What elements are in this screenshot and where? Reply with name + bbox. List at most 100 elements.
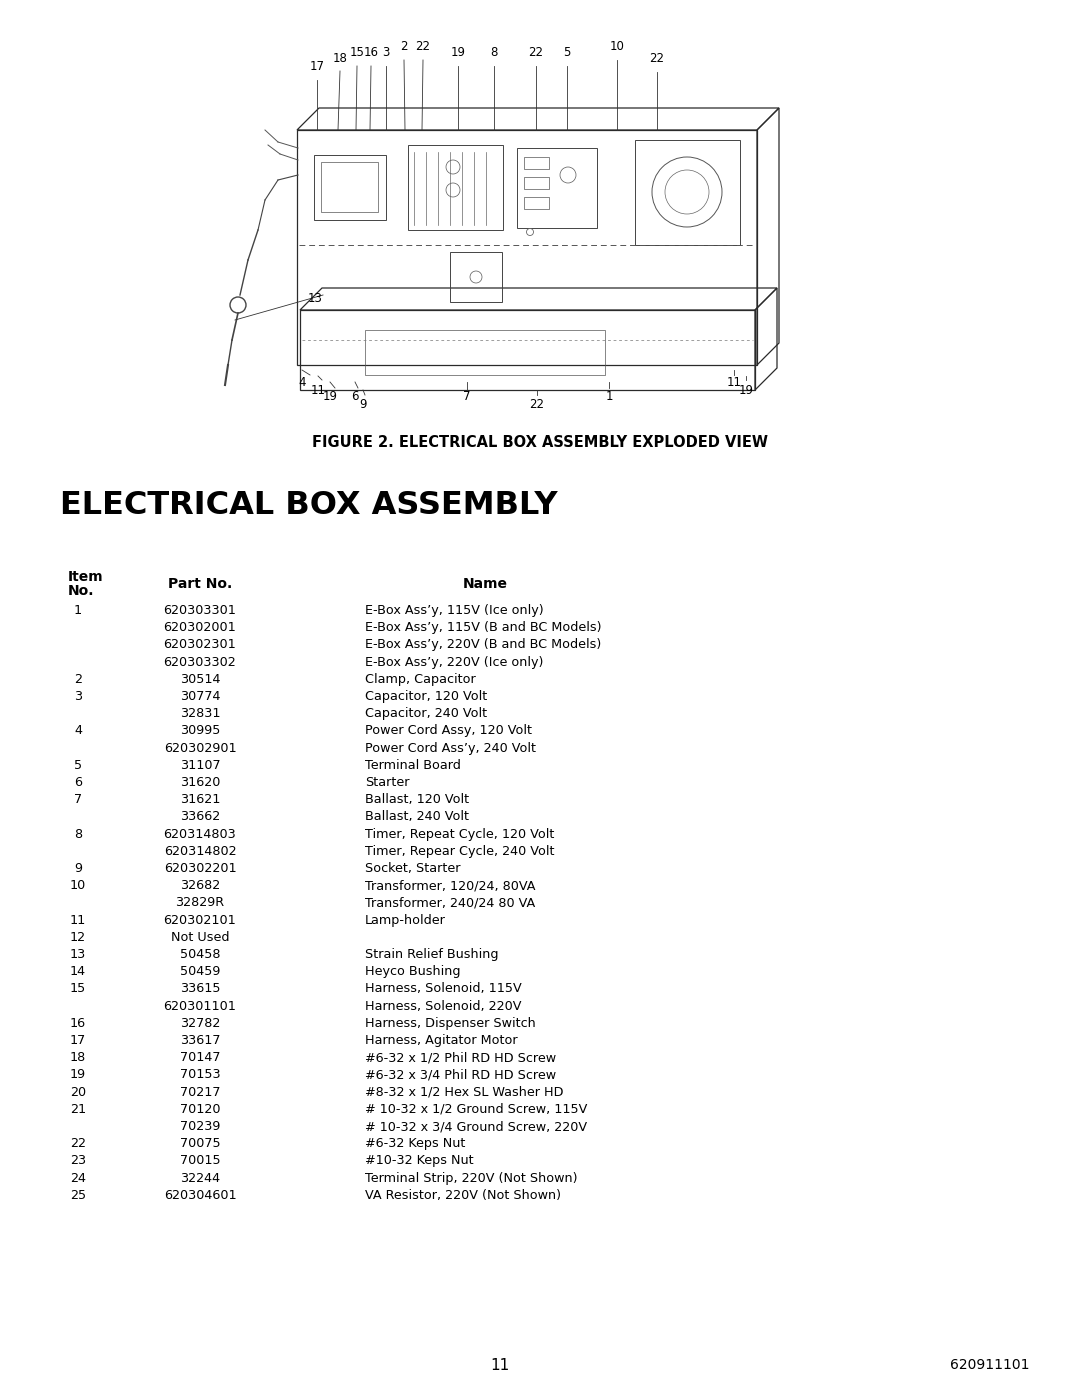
Text: Starter: Starter [365,775,409,789]
Text: 620303301: 620303301 [163,604,237,617]
Text: Harness, Solenoid, 115V: Harness, Solenoid, 115V [365,982,522,996]
Text: ELECTRICAL BOX ASSEMBLY: ELECTRICAL BOX ASSEMBLY [60,490,557,521]
Text: 20: 20 [70,1085,86,1098]
Text: #6-32 x 3/4 Phil RD HD Screw: #6-32 x 3/4 Phil RD HD Screw [365,1069,556,1081]
Bar [365,330,605,374]
Text: 14: 14 [70,965,86,978]
Text: Part No.: Part No. [167,577,232,591]
Text: 2: 2 [401,39,408,53]
Text: 5: 5 [564,46,570,59]
Text: 11: 11 [70,914,86,926]
Text: 50459: 50459 [179,965,220,978]
Text: 9: 9 [360,398,367,412]
Text: Terminal Board: Terminal Board [365,759,461,771]
Text: 2: 2 [75,673,82,686]
Text: 8: 8 [490,46,498,59]
Text: 10: 10 [609,39,624,53]
Text: 8: 8 [73,827,82,841]
Text: 33615: 33615 [179,982,220,996]
Text: 19: 19 [323,391,337,404]
Bar [450,251,502,302]
Text: 70153: 70153 [179,1069,220,1081]
Text: 6: 6 [75,775,82,789]
Text: 22: 22 [416,39,431,53]
Text: 620303302: 620303302 [164,655,237,669]
Text: 18: 18 [70,1051,86,1065]
Text: 3: 3 [382,46,390,59]
Bar [524,197,549,210]
Bar [300,310,755,390]
Text: Transformer, 120/24, 80VA: Transformer, 120/24, 80VA [365,879,536,893]
Text: Harness, Agitator Motor: Harness, Agitator Motor [365,1034,517,1046]
Text: Transformer, 240/24 80 VA: Transformer, 240/24 80 VA [365,897,536,909]
Text: 32244: 32244 [180,1172,220,1185]
Text: 70147: 70147 [179,1051,220,1065]
Text: 620302201: 620302201 [164,862,237,875]
Text: E-Box Ass’y, 115V (B and BC Models): E-Box Ass’y, 115V (B and BC Models) [365,622,602,634]
Text: #10-32 Keps Nut: #10-32 Keps Nut [365,1154,474,1168]
Text: 620302101: 620302101 [164,914,237,926]
Text: 1: 1 [73,604,82,617]
Text: 30774: 30774 [179,690,220,703]
Text: 7: 7 [463,391,471,404]
Text: No.: No. [68,584,95,598]
Text: 50458: 50458 [179,949,220,961]
Text: 19: 19 [450,46,465,59]
Text: Socket, Starter: Socket, Starter [365,862,460,875]
Text: #6-32 Keps Nut: #6-32 Keps Nut [365,1137,465,1150]
Text: 620301101: 620301101 [163,1000,237,1013]
Text: 32829R: 32829R [175,897,225,909]
Text: 12: 12 [70,930,86,944]
Text: 21: 21 [70,1102,86,1116]
Text: 13: 13 [308,292,323,305]
Text: Name: Name [462,577,508,591]
Text: Harness, Dispenser Switch: Harness, Dispenser Switch [365,1017,536,1030]
Text: Timer, Repear Cycle, 240 Volt: Timer, Repear Cycle, 240 Volt [365,845,554,858]
Text: 31620: 31620 [179,775,220,789]
Text: VA Resistor, 220V (Not Shown): VA Resistor, 220V (Not Shown) [365,1189,561,1201]
Text: 23: 23 [70,1154,86,1168]
Text: 620314802: 620314802 [164,845,237,858]
Text: 11: 11 [490,1358,510,1372]
Text: Heyco Bushing: Heyco Bushing [365,965,460,978]
Text: Item: Item [68,570,104,584]
Text: 25: 25 [70,1189,86,1201]
Text: 70015: 70015 [179,1154,220,1168]
Text: 4: 4 [298,377,306,390]
Text: 19: 19 [739,384,754,397]
Text: 18: 18 [333,52,348,64]
Text: 70120: 70120 [179,1102,220,1116]
Bar [297,130,757,365]
Text: 620302001: 620302001 [164,622,237,634]
Bar [314,155,386,219]
Bar [524,156,549,169]
Bar [517,148,597,228]
Text: # 10-32 x 1/2 Ground Screw, 115V: # 10-32 x 1/2 Ground Screw, 115V [365,1102,588,1116]
Text: 22: 22 [70,1137,86,1150]
Text: 3: 3 [73,690,82,703]
Text: 4: 4 [75,725,82,738]
Text: 31621: 31621 [179,793,220,806]
Text: 32682: 32682 [180,879,220,893]
Text: 17: 17 [70,1034,86,1046]
Text: 22: 22 [528,46,543,59]
Text: 19: 19 [70,1069,86,1081]
Text: FIGURE 2. ELECTRICAL BOX ASSEMBLY EXPLODED VIEW: FIGURE 2. ELECTRICAL BOX ASSEMBLY EXPLOD… [312,434,768,450]
Text: 16: 16 [70,1017,86,1030]
Text: 33662: 33662 [180,810,220,823]
Bar [635,140,740,244]
Text: E-Box Ass’y, 220V (B and BC Models): E-Box Ass’y, 220V (B and BC Models) [365,638,602,651]
Text: 70239: 70239 [179,1120,220,1133]
Text: E-Box Ass’y, 220V (Ice only): E-Box Ass’y, 220V (Ice only) [365,655,543,669]
Text: Terminal Strip, 220V (Not Shown): Terminal Strip, 220V (Not Shown) [365,1172,578,1185]
Text: Ballast, 120 Volt: Ballast, 120 Volt [365,793,469,806]
Text: Power Cord Ass’y, 240 Volt: Power Cord Ass’y, 240 Volt [365,742,536,754]
Text: 11: 11 [311,384,325,397]
Text: Clamp, Capacitor: Clamp, Capacitor [365,673,476,686]
Text: 620314803: 620314803 [164,827,237,841]
Text: Harness, Solenoid, 220V: Harness, Solenoid, 220V [365,1000,522,1013]
Text: 15: 15 [70,982,86,996]
Text: 22: 22 [529,398,544,412]
Text: 70075: 70075 [179,1137,220,1150]
Text: Lamp-holder: Lamp-holder [365,914,446,926]
